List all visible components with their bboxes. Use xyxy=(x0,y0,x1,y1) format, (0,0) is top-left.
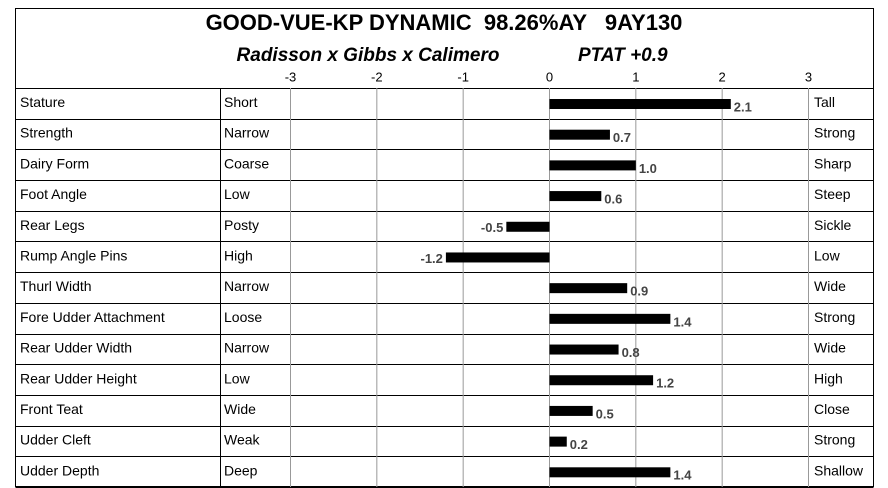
trait-label: Rear Udder Width xyxy=(20,340,132,356)
high-label: Wide xyxy=(814,278,846,294)
value-label: 1.2 xyxy=(656,376,674,391)
x-tick-label: 1 xyxy=(632,69,639,84)
trait-label: Rump Angle Pins xyxy=(20,248,127,264)
low-label: Narrow xyxy=(224,278,270,294)
bar xyxy=(549,313,671,324)
high-label: Shallow xyxy=(814,462,864,478)
bar xyxy=(549,160,636,171)
trait-label: Thurl Width xyxy=(20,278,92,294)
ptat-annotation: PTAT +0.9 xyxy=(578,45,668,66)
high-label: Wide xyxy=(814,340,846,356)
bar xyxy=(549,129,610,140)
bar xyxy=(549,344,619,355)
trait-label: Front Teat xyxy=(20,401,83,417)
bar xyxy=(549,191,602,202)
high-label: Strong xyxy=(814,309,855,325)
trait-label: Fore Udder Attachment xyxy=(20,309,165,325)
bar xyxy=(445,252,550,263)
value-label: 0.6 xyxy=(604,192,622,207)
value-label: 0.5 xyxy=(596,406,614,421)
high-label: Sickle xyxy=(814,217,852,233)
bar xyxy=(549,375,654,386)
high-label: Close xyxy=(814,401,850,417)
low-label: Loose xyxy=(224,309,262,325)
low-label: High xyxy=(224,248,253,264)
trait-label: Udder Cleft xyxy=(20,432,91,448)
bar xyxy=(549,283,628,294)
value-label: -0.5 xyxy=(481,220,503,235)
high-label: Strong xyxy=(814,432,855,448)
value-label: 0.7 xyxy=(613,130,631,145)
low-label: Short xyxy=(224,94,258,110)
trait-label: Udder Depth xyxy=(20,462,99,478)
high-label: Sharp xyxy=(814,155,852,171)
chart-title: GOOD-VUE-KP DYNAMIC 98.26%AY 9AY130 xyxy=(206,10,683,35)
trait-label: Rear Legs xyxy=(20,217,85,233)
bar xyxy=(549,467,671,478)
trait-label: Stature xyxy=(20,94,65,110)
frame xyxy=(15,8,874,487)
low-label: Weak xyxy=(224,432,261,448)
x-tick-label: 2 xyxy=(719,69,726,84)
low-label: Posty xyxy=(224,217,259,233)
x-tick-label: -2 xyxy=(371,69,383,84)
value-label: 1.4 xyxy=(673,468,692,483)
x-tick-label: 3 xyxy=(805,69,812,84)
value-label: 0.9 xyxy=(630,284,648,299)
high-label: High xyxy=(814,370,843,386)
x-tick-label: -3 xyxy=(285,69,297,84)
low-label: Deep xyxy=(224,462,258,478)
trait-label: Strength xyxy=(20,125,73,141)
low-label: Wide xyxy=(224,401,256,417)
bar xyxy=(549,436,567,447)
value-label: 0.8 xyxy=(622,345,640,360)
value-label: -1.2 xyxy=(420,251,442,266)
high-label: Low xyxy=(814,248,841,264)
bar xyxy=(549,99,731,109)
high-label: Tall xyxy=(814,94,835,110)
chart-subtitle: Radisson x Gibbs x Calimero xyxy=(237,45,500,66)
trait-label: Rear Udder Height xyxy=(20,370,137,386)
value-label: 0.2 xyxy=(570,437,588,452)
low-label: Low xyxy=(224,370,251,386)
x-tick-label: 0 xyxy=(546,69,553,84)
value-label: 1.0 xyxy=(639,161,657,176)
low-label: Narrow xyxy=(224,125,270,141)
x-tick-label: -1 xyxy=(457,69,469,84)
low-label: Coarse xyxy=(224,155,269,171)
bar xyxy=(549,405,593,416)
value-label: 2.1 xyxy=(734,99,752,114)
bar xyxy=(506,221,550,232)
value-label: 1.4 xyxy=(673,314,692,329)
high-label: Strong xyxy=(814,125,855,141)
low-label: Narrow xyxy=(224,340,270,356)
low-label: Low xyxy=(224,186,251,202)
trait-label: Dairy Form xyxy=(20,155,89,171)
high-label: Steep xyxy=(814,186,851,202)
trait-label: Foot Angle xyxy=(20,186,87,202)
